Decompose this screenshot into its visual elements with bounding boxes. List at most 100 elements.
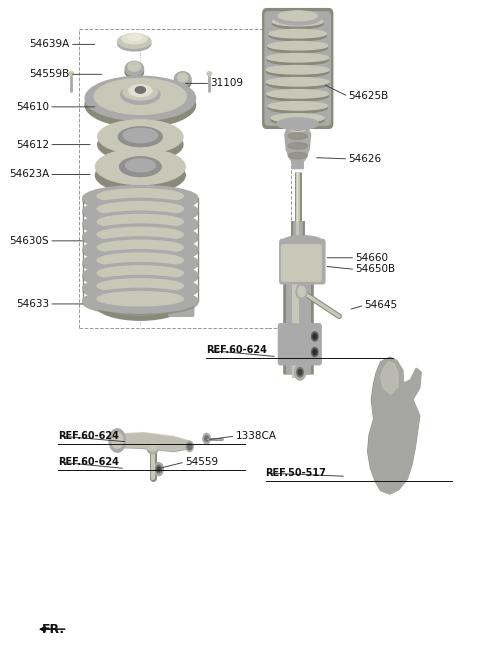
Ellipse shape [83,213,198,238]
Text: REF.60-624: REF.60-624 [59,457,120,467]
Ellipse shape [96,289,185,320]
Text: REF.60-624: REF.60-624 [59,431,120,441]
Ellipse shape [178,73,188,82]
Text: 54623A: 54623A [9,169,49,180]
Ellipse shape [266,66,329,77]
FancyBboxPatch shape [278,324,321,365]
Ellipse shape [97,253,183,268]
Ellipse shape [128,34,141,41]
Ellipse shape [97,189,183,203]
Text: 54625B: 54625B [348,91,389,102]
Text: 54639A: 54639A [30,39,70,49]
Polygon shape [285,125,311,169]
Ellipse shape [135,87,145,93]
Ellipse shape [268,102,327,110]
Ellipse shape [118,37,151,51]
Ellipse shape [85,76,195,121]
Ellipse shape [268,41,328,50]
Ellipse shape [83,252,198,276]
Ellipse shape [85,83,195,127]
Ellipse shape [132,87,137,90]
Circle shape [312,332,318,341]
Text: 54626: 54626 [348,154,382,164]
Ellipse shape [132,77,137,79]
Ellipse shape [122,33,147,44]
Ellipse shape [119,127,162,146]
Circle shape [186,441,193,451]
Ellipse shape [83,226,198,251]
Text: 54633: 54633 [16,299,49,309]
Text: REF.60-624: REF.60-624 [206,345,266,355]
Ellipse shape [288,133,307,139]
FancyBboxPatch shape [265,12,330,125]
Text: 54645: 54645 [364,300,397,310]
Ellipse shape [69,72,73,75]
Ellipse shape [83,277,198,302]
Ellipse shape [97,240,183,255]
Ellipse shape [149,445,157,451]
Circle shape [298,369,302,375]
Ellipse shape [97,279,183,293]
Ellipse shape [120,157,161,176]
Ellipse shape [271,113,324,122]
Ellipse shape [121,85,160,104]
Circle shape [296,284,307,299]
Circle shape [154,462,163,476]
Text: 54559: 54559 [185,457,218,467]
FancyBboxPatch shape [280,239,325,284]
Ellipse shape [282,236,323,249]
Ellipse shape [125,61,144,75]
Ellipse shape [132,82,137,85]
Ellipse shape [120,289,161,302]
Text: 31109: 31109 [210,79,243,89]
Ellipse shape [271,115,324,125]
FancyBboxPatch shape [169,298,194,316]
Ellipse shape [83,211,198,236]
Ellipse shape [268,43,328,53]
Ellipse shape [275,12,321,25]
Circle shape [297,367,303,377]
Text: FR.: FR. [42,623,65,636]
Ellipse shape [97,228,183,241]
Ellipse shape [174,75,191,89]
FancyBboxPatch shape [263,9,333,129]
Ellipse shape [129,85,152,96]
Text: 1338CA: 1338CA [236,431,276,441]
Circle shape [312,348,318,357]
Ellipse shape [118,34,151,49]
Ellipse shape [207,72,212,75]
Ellipse shape [123,84,157,100]
Circle shape [187,443,192,449]
Ellipse shape [123,129,157,142]
Ellipse shape [83,188,198,213]
Ellipse shape [97,291,183,306]
Circle shape [157,467,160,471]
Circle shape [112,433,123,448]
Ellipse shape [83,237,198,262]
Ellipse shape [277,118,318,130]
Ellipse shape [128,62,141,71]
FancyBboxPatch shape [282,245,321,281]
Ellipse shape [177,304,186,310]
Polygon shape [114,434,190,451]
Text: 54610: 54610 [16,102,49,112]
Ellipse shape [96,157,185,193]
Ellipse shape [273,18,323,26]
Circle shape [313,350,317,355]
Text: 54650B: 54650B [355,264,396,274]
Circle shape [156,465,161,473]
Ellipse shape [125,159,156,172]
Ellipse shape [97,201,183,216]
Polygon shape [381,362,398,394]
Ellipse shape [96,149,185,184]
Ellipse shape [269,30,326,41]
Ellipse shape [273,18,323,29]
Ellipse shape [94,79,186,114]
Ellipse shape [288,142,307,149]
Circle shape [109,429,126,452]
Ellipse shape [83,290,198,315]
Ellipse shape [97,215,183,229]
Text: 54660: 54660 [355,253,388,263]
Ellipse shape [266,66,329,74]
Text: REF.50-517: REF.50-517 [265,468,326,478]
